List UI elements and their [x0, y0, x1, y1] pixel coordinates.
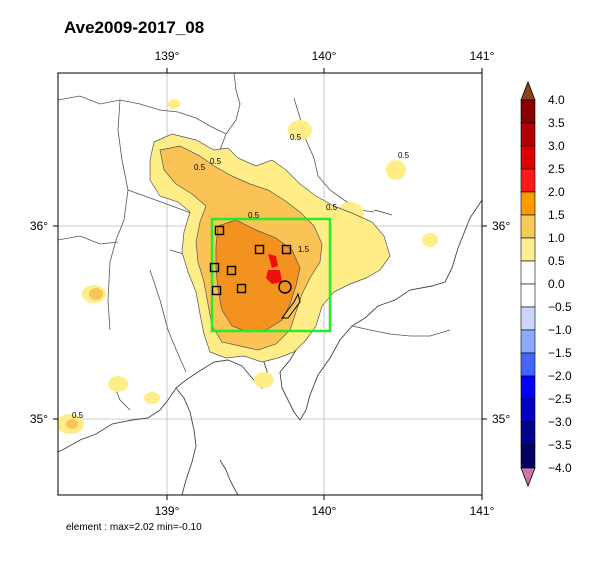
contour-label: 0.5	[326, 203, 338, 212]
lon-tick-label-bottom: 139°	[155, 504, 180, 518]
station-square	[209, 262, 220, 273]
colorbar-segment	[520, 191, 536, 216]
station-square	[211, 285, 222, 296]
colorbar-segment	[520, 237, 536, 262]
colorbar-segment	[520, 306, 536, 331]
colorbar-label: 2.0	[548, 185, 565, 199]
lat-tick-label-left: 35°	[30, 412, 48, 426]
colorbar-segment	[520, 329, 536, 354]
colorbar-label: −3.0	[548, 415, 572, 429]
colorbar: 4.0 3.5 3.0 2.5 2.0 1.5 1.0 0.5 0.0 −0.5 −1.0 −1.5 −…	[520, 80, 572, 488]
colorbar-segment	[520, 352, 536, 377]
colorbar-label: −2.5	[548, 392, 572, 406]
colorbar-label: 0.0	[548, 277, 565, 291]
station-square	[254, 244, 265, 255]
lon-tick-label-bottom: 140°	[312, 504, 337, 518]
contour-label: 0.5	[398, 151, 410, 160]
colorbar-segment	[520, 283, 536, 308]
station-square	[226, 265, 237, 276]
map-frame	[57, 72, 483, 496]
axis-ticks	[53, 68, 487, 500]
stats-footer: element : max=2.02 min=-0.10	[66, 522, 202, 533]
colorbar-label: 1.5	[548, 208, 565, 222]
station-circle	[278, 280, 292, 294]
station-square	[236, 283, 247, 294]
station-square	[214, 225, 225, 236]
colorbar-segment	[520, 260, 536, 285]
colorbar-segment	[520, 168, 536, 193]
colorbar-label: −4.0	[548, 461, 572, 475]
colorbar-label: −1.0	[548, 323, 572, 337]
colorbar-label: 3.0	[548, 139, 565, 153]
fill-level-2-0	[266, 254, 282, 284]
colorbar-label: −0.5	[548, 300, 572, 314]
colorbar-label: −2.0	[548, 369, 572, 383]
lat-tick-label-left: 36°	[30, 219, 48, 233]
map-title: Ave2009-2017_08	[64, 18, 205, 37]
contour-label: 0.5	[72, 411, 84, 420]
lon-tick-label-top: 141°	[470, 49, 495, 63]
colorbar-top-triangle	[520, 80, 536, 101]
lat-tick-label-right: 36°	[492, 219, 510, 233]
colorbar-segment	[520, 398, 536, 423]
lon-tick-label-bottom: 141°	[470, 504, 495, 518]
lon-tick-label-top: 139°	[155, 49, 180, 63]
station-square	[281, 244, 292, 255]
contour-label: 0.5	[248, 211, 260, 220]
colorbar-label: 3.5	[548, 116, 565, 130]
colorbar-segment	[520, 99, 536, 124]
lon-tick-label-top: 140°	[312, 49, 337, 63]
colorbar-label: 4.0	[548, 93, 565, 107]
colorbar-label: −3.5	[548, 438, 572, 452]
colorbar-segment	[520, 214, 536, 239]
colorbar-bottom-triangle	[520, 467, 536, 488]
analysis-region-box	[210, 217, 332, 333]
colorbar-label: −1.5	[548, 346, 572, 360]
lat-tick-label-right: 35°	[492, 412, 510, 426]
colorbar-segment	[520, 375, 536, 400]
colorbar-segment	[520, 444, 536, 469]
colorbar-label: 0.5	[548, 254, 565, 268]
contour-fills	[58, 99, 438, 434]
colorbar-label: 1.0	[548, 231, 565, 245]
station-markers	[209, 225, 301, 319]
colorbar-segment	[520, 122, 536, 147]
fill-level-1-5	[216, 220, 300, 332]
contour-label: 0.5	[210, 157, 222, 166]
colorbar-segment	[520, 421, 536, 446]
contour-label: 0.5	[290, 133, 302, 142]
station-diamonds	[281, 292, 301, 319]
contour-label: 1.5	[298, 245, 310, 254]
colorbar-segment	[520, 145, 536, 170]
colorbar-label: 2.5	[548, 162, 565, 176]
contour-label: 0.5	[194, 163, 206, 172]
